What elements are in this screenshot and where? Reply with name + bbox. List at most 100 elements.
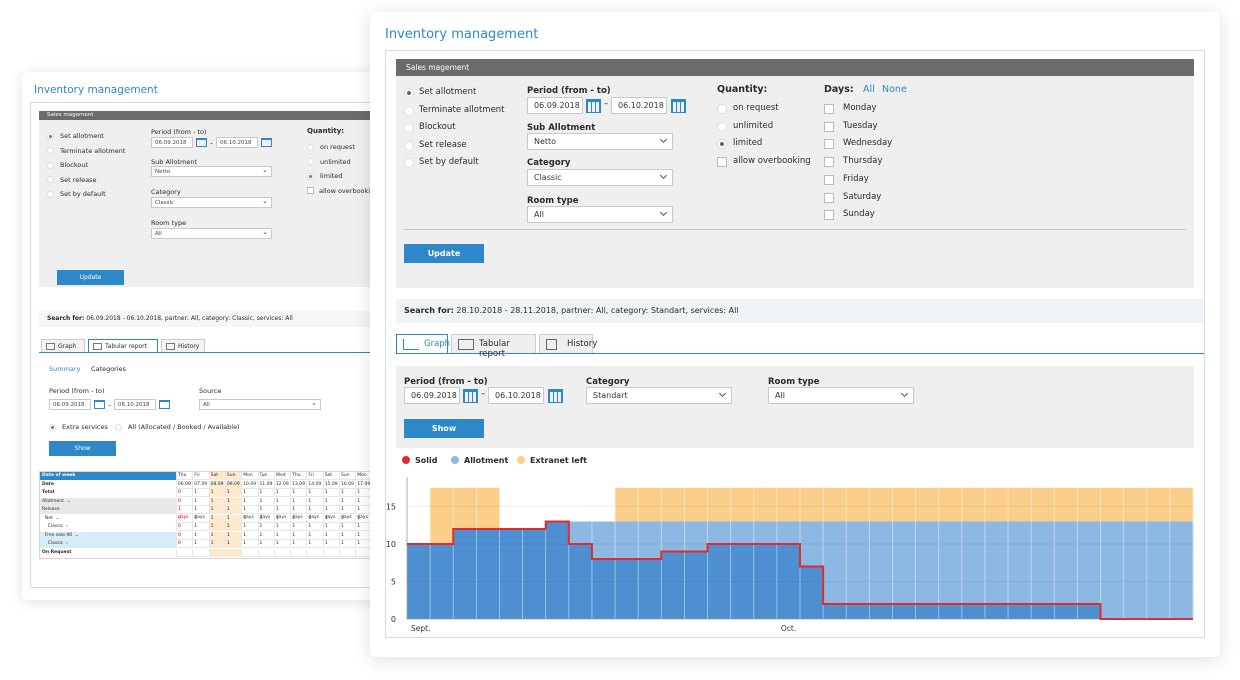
allow-overbooking-checkbox[interactable] — [717, 157, 727, 167]
calendar-icon[interactable] — [671, 99, 686, 113]
table-row: Date 06.09 07.09 08.09 09.09 10.09 11.09 12.09 1… — [40, 480, 390, 489]
graph-category-select[interactable]: Standart — [586, 387, 732, 404]
day-label[interactable]: Wednesday — [843, 138, 893, 149]
subtab-summary[interactable]: Summary — [49, 365, 81, 373]
graph-to-input[interactable]: 06.10.2018 — [488, 387, 544, 404]
day-checkbox-tuesday[interactable] — [824, 121, 834, 132]
action-option[interactable]: Blockout — [47, 158, 125, 173]
row-label[interactable]: Allotment ⌄ — [40, 497, 176, 506]
action-radio[interactable] — [404, 141, 414, 151]
day-label[interactable]: Sunday — [843, 209, 875, 220]
tab-tabular-report[interactable]: Tabular report — [88, 339, 158, 352]
row-label: Total — [40, 489, 176, 497]
day-checkbox-wednesday[interactable] — [824, 139, 834, 150]
row-label[interactable]: Net ⌄ — [40, 514, 176, 523]
sub-allotment-select[interactable]: Netto — [151, 166, 272, 177]
tab-graph[interactable]: Graph — [41, 339, 85, 352]
graph-room-type-select[interactable]: All — [768, 387, 914, 404]
tab-tabular-report[interactable]: Tabular report — [451, 334, 536, 359]
quantity-radio[interactable] — [717, 122, 727, 132]
quantity-radio[interactable] — [717, 139, 727, 149]
calendar-icon[interactable] — [586, 99, 601, 113]
action-radio[interactable] — [404, 88, 414, 98]
sub-allotment-select[interactable]: Netto — [527, 133, 673, 150]
tab-graph[interactable]: Graph — [396, 334, 450, 353]
solid-bar — [661, 551, 685, 619]
room-type-select[interactable]: All — [151, 228, 272, 239]
tab-history[interactable]: History — [539, 334, 597, 353]
day-checkbox-monday[interactable] — [824, 104, 834, 114]
calendar-icon[interactable] — [261, 138, 272, 147]
days-none-link[interactable]: None — [882, 84, 907, 95]
calendar-icon[interactable] — [463, 389, 478, 403]
update-button[interactable]: Update — [57, 270, 124, 285]
category-select[interactable]: Classic — [151, 197, 272, 208]
day-checkbox-sunday[interactable] — [824, 210, 834, 221]
table-cell: 11.09 — [257, 480, 273, 489]
day-label[interactable]: Thursday — [843, 156, 883, 167]
allow-overbooking-checkbox[interactable]: allow overbooking — [307, 184, 378, 199]
action-option[interactable]: Set allotment — [47, 129, 125, 144]
allotment-bar — [961, 521, 986, 619]
source-select[interactable]: All — [199, 399, 321, 410]
action-option[interactable]: Set by default — [47, 187, 125, 202]
report-from-input[interactable]: 06.09.2018 — [49, 399, 91, 410]
quantity-option[interactable]: unlimited — [307, 155, 378, 170]
action-option[interactable]: Terminate allotment — [47, 144, 125, 159]
quantity-radio[interactable] — [717, 104, 727, 114]
period-to-input[interactable]: 06.10.2018 — [611, 97, 667, 114]
extra-services-radio[interactable]: Extra services — [49, 423, 108, 431]
period-to-input[interactable]: 06.10.2018 — [216, 137, 258, 148]
day-checkbox-thursday[interactable] — [824, 157, 834, 168]
action-radio[interactable] — [404, 123, 414, 133]
action-label[interactable]: Blockout — [419, 122, 456, 132]
quantity-option[interactable]: limited — [307, 169, 378, 184]
row-label[interactable]: Classic › — [40, 540, 176, 548]
calendar-icon[interactable] — [548, 389, 563, 403]
days-all-link[interactable]: All — [863, 84, 875, 95]
report-to-input[interactable]: 06.10.2018 — [114, 399, 156, 410]
period-from-input[interactable]: 06.09.2018 — [527, 97, 583, 114]
table-cell: 1 — [257, 540, 274, 548]
table-cell: 1 — [208, 531, 225, 540]
action-label[interactable]: Set allotment — [419, 87, 477, 97]
action-label[interactable]: Set release — [419, 140, 467, 150]
action-radio-group[interactable]: Set allotment Terminate allotment Blocko… — [47, 129, 125, 202]
tab-history[interactable]: History — [161, 339, 205, 352]
room-type-select[interactable]: All — [527, 206, 673, 223]
action-radio[interactable] — [404, 106, 414, 116]
day-label[interactable]: Friday — [843, 173, 869, 184]
row-label[interactable]: Free sale 90 ⌄ — [40, 531, 176, 540]
legend-extranet-left: Extranet left — [517, 456, 587, 465]
day-checkbox-saturday[interactable] — [824, 192, 834, 203]
table-cell: 1 — [241, 540, 257, 548]
show-button[interactable]: Show — [49, 441, 116, 456]
show-button[interactable]: Show — [404, 419, 484, 438]
graph-from-input[interactable]: 06.09.2018 — [404, 387, 460, 404]
solid-bar — [545, 521, 570, 619]
period-from-input[interactable]: 06.09.2018 — [151, 137, 193, 148]
solid-bar — [823, 604, 847, 619]
table-row: Classic › 0 1 1 1 1 1 1 1 1 1 1 1 — [40, 523, 390, 531]
day-label[interactable]: Tuesday — [843, 120, 878, 131]
day-label[interactable]: Monday — [843, 103, 877, 113]
calendar-icon[interactable] — [196, 138, 207, 147]
row-label[interactable]: Classic › — [40, 523, 176, 531]
solid-bar — [730, 544, 755, 619]
subtab-categories[interactable]: Categories — [91, 365, 127, 373]
update-button[interactable]: Update — [404, 244, 484, 263]
action-label[interactable]: Set by default — [419, 157, 479, 167]
report-tabs: Graph Tabular report History — [396, 334, 1204, 359]
quantity-radio-group[interactable]: on request unlimited limited allow overb… — [307, 140, 378, 198]
action-radio[interactable] — [404, 158, 414, 168]
quantity-option[interactable]: on request — [307, 140, 378, 155]
action-option[interactable]: Set release — [47, 173, 125, 188]
action-label[interactable]: Terminate allotment — [419, 105, 505, 115]
category-select[interactable]: Classic — [527, 169, 673, 186]
report-tabs: Graph Tabular report History — [39, 339, 390, 353]
calendar-icon[interactable] — [159, 400, 170, 409]
calendar-icon[interactable] — [94, 400, 105, 409]
day-checkbox-friday[interactable] — [824, 174, 834, 185]
all-allocated-radio[interactable]: All (Allocated / Booked / Available) — [115, 423, 240, 431]
day-label[interactable]: Saturday — [843, 191, 882, 202]
